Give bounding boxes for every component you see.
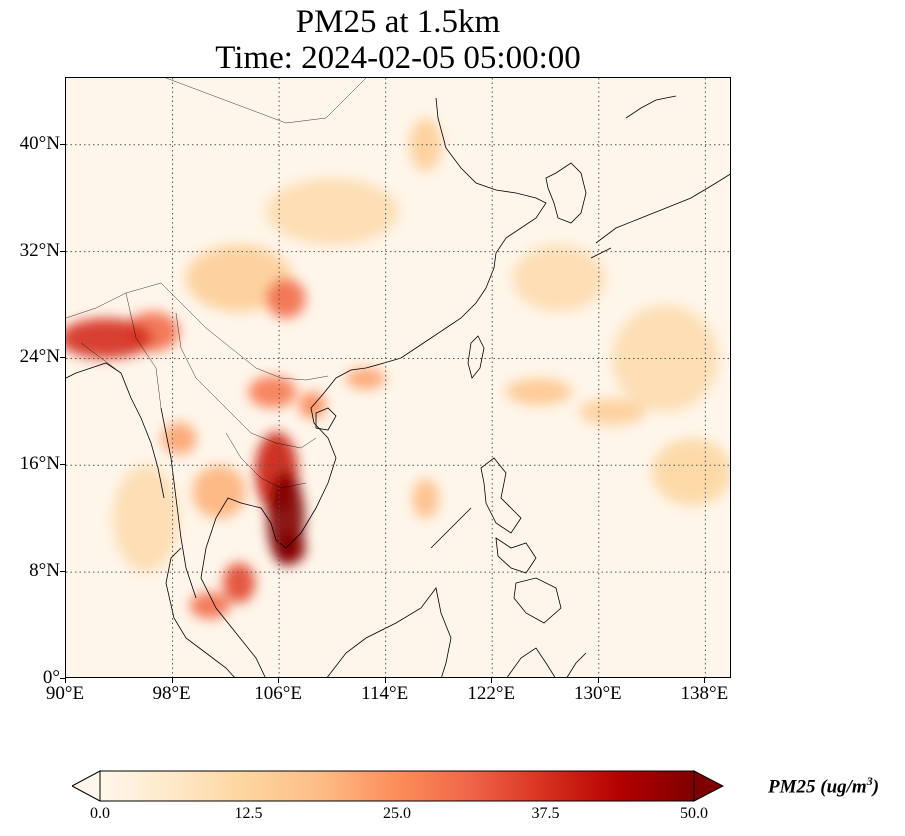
coastline-bay-of-bengal — [66, 362, 165, 499]
coastline-korea — [545, 162, 587, 224]
map-title-line2: Time: 2024-02-05 05:00:00 — [215, 40, 581, 76]
pm25-hotspot — [185, 244, 293, 312]
colorbar-tick-label: 25.0 — [383, 805, 411, 822]
x-tick-mark — [278, 678, 280, 683]
colorbar-body — [99, 770, 695, 802]
y-tick-label: 0° — [42, 667, 60, 688]
colorbar-tick-label: 12.5 — [234, 805, 263, 822]
pm25-hotspot — [223, 562, 256, 603]
y-tick-label: 16°N — [19, 453, 60, 475]
x-tick-mark — [384, 678, 386, 683]
coastline-japan — [595, 95, 730, 244]
map-panel — [65, 77, 731, 678]
pm25-hotspot — [652, 438, 730, 506]
x-tick-mark — [597, 678, 599, 683]
border-lines — [66, 78, 367, 489]
y-tick-mark — [60, 464, 65, 466]
country-borders — [66, 78, 367, 489]
x-tick-label: 98°E — [152, 683, 191, 704]
y-tick-label: 24°N — [19, 346, 60, 368]
colorbar-extend-high — [693, 770, 724, 802]
x-tick-mark — [65, 678, 66, 683]
y-tick-mark — [60, 571, 65, 573]
x-tick-mark — [704, 678, 706, 683]
pm25-field — [66, 118, 730, 619]
x-tick-label: 114°E — [361, 683, 409, 704]
map-plot — [66, 78, 730, 677]
pm25-hotspot — [112, 465, 180, 573]
pm25-hotspot — [265, 278, 306, 319]
coastline-china-east — [335, 97, 547, 379]
pm25-hotspot — [505, 378, 573, 406]
pm25-hotspot — [66, 318, 153, 359]
colorbar-tick-label: 37.5 — [531, 805, 560, 822]
colorbar-tick-label: 0.0 — [90, 805, 110, 822]
coastline-indochina — [200, 377, 337, 677]
x-tick-label: 138°E — [680, 683, 729, 704]
pm25-hotspot — [248, 375, 297, 408]
x-tick-label: 130°E — [573, 683, 622, 704]
y-tick-label: 8°N — [29, 560, 60, 582]
pm25-hotspot — [267, 471, 305, 566]
pm25-hotspot — [578, 398, 646, 426]
map-title-line1: PM25 at 1.5km — [295, 4, 501, 40]
y-tick-label: 40°N — [19, 132, 60, 154]
colorbar-extend-low — [72, 770, 101, 802]
y-tick-label: 32°N — [19, 239, 60, 261]
y-tick-mark — [60, 678, 65, 679]
coastline-mindanao — [513, 577, 562, 624]
y-tick-mark — [60, 357, 65, 359]
coastline-visayas — [495, 537, 537, 574]
pm25-hotspot — [412, 478, 439, 519]
pm25-hotspot — [409, 118, 442, 172]
colorbar-label: PM25 (ug/m3) — [768, 774, 880, 798]
pm25-hotspot — [512, 244, 606, 312]
coastline-japan-south — [590, 247, 612, 259]
x-tick-label: 90°E — [45, 683, 85, 704]
pm25-hotspot — [345, 367, 386, 390]
y-tick-mark — [60, 250, 65, 252]
x-tick-mark — [171, 678, 173, 683]
coastline-malay — [160, 407, 235, 677]
y-tick-mark — [60, 143, 65, 145]
x-tick-label: 106°E — [254, 683, 302, 704]
pm25-hotspot — [161, 422, 197, 455]
colorbar-tick-label: 50.0 — [680, 805, 708, 822]
coastline-luzon — [480, 457, 522, 534]
colorbar — [72, 770, 724, 802]
coastline-palawan — [430, 507, 472, 549]
coastline-borneo — [327, 587, 452, 677]
gridlines — [66, 78, 730, 677]
x-tick-label: 122°E — [467, 683, 516, 704]
pm25-hotspot — [265, 178, 399, 245]
coastline-sulawesi — [506, 647, 587, 677]
pm25-hotspot — [192, 465, 246, 519]
coastlines — [66, 95, 730, 677]
x-tick-mark — [491, 678, 493, 683]
coastline-taiwan — [467, 335, 485, 379]
